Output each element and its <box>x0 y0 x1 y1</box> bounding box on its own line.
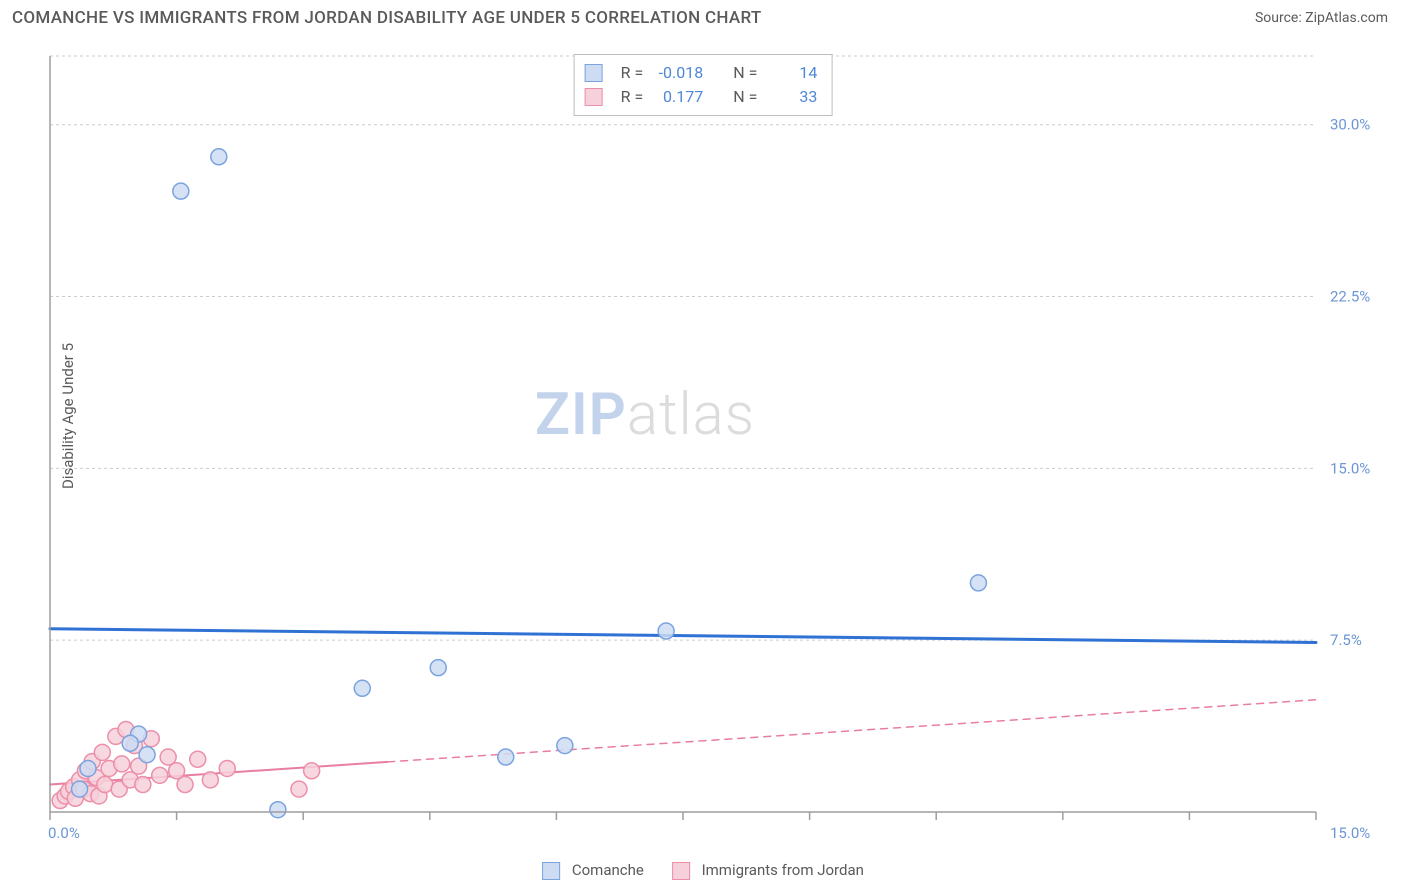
svg-text:0.0%: 0.0% <box>48 824 80 842</box>
r-value: -0.018 <box>653 61 703 85</box>
svg-text:22.5%: 22.5% <box>1330 288 1370 306</box>
n-label: N = <box>733 61 757 85</box>
series-legend: Comanche Immigrants from Jordan <box>542 861 864 880</box>
svg-text:15.0%: 15.0% <box>1330 459 1370 477</box>
n-value: 14 <box>767 61 817 85</box>
legend-swatch-icon <box>585 88 603 106</box>
series-legend-item: Comanche <box>542 861 644 880</box>
y-axis-label: Disability Age Under 5 <box>59 343 77 489</box>
correlation-legend: R = -0.018 N = 14 R = 0.177 N = 33 <box>574 54 833 116</box>
y-axis-label-wrap: Disability Age Under 5 <box>56 44 80 788</box>
r-label: R = <box>621 61 644 85</box>
header: COMANCHE VS IMMIGRANTS FROM JORDAN DISAB… <box>0 0 1406 38</box>
correlation-legend-row: R = -0.018 N = 14 <box>585 61 818 85</box>
legend-swatch-icon <box>542 862 560 880</box>
source-attribution: Source: ZipAtlas.com <box>1255 10 1388 26</box>
r-label: R = <box>621 85 644 109</box>
series-legend-item: Immigrants from Jordan <box>672 861 864 880</box>
n-label: N = <box>733 85 757 109</box>
svg-text:15.0%: 15.0% <box>1330 824 1370 842</box>
series-name: Immigrants from Jordan <box>702 861 864 879</box>
chart-title: COMANCHE VS IMMIGRANTS FROM JORDAN DISAB… <box>12 8 762 28</box>
svg-text:30.0%: 30.0% <box>1330 116 1370 134</box>
series-name: Comanche <box>572 861 644 879</box>
correlation-legend-row: R = 0.177 N = 33 <box>585 85 818 109</box>
scatter-plot: 7.5% 15.0% 22.5% 30.0% ZIPatlas 0.0% 15.0% <box>46 44 1392 848</box>
chart-container: Disability Age Under 5 7.5% 15.0% 22.5% 30.… <box>46 44 1392 848</box>
svg-text:ZIPatlas: ZIPatlas <box>535 381 755 449</box>
legend-swatch-icon <box>585 64 603 82</box>
svg-text:7.5%: 7.5% <box>1330 631 1362 649</box>
n-value: 33 <box>767 85 817 109</box>
r-value: 0.177 <box>653 85 703 109</box>
legend-swatch-icon <box>672 862 690 880</box>
